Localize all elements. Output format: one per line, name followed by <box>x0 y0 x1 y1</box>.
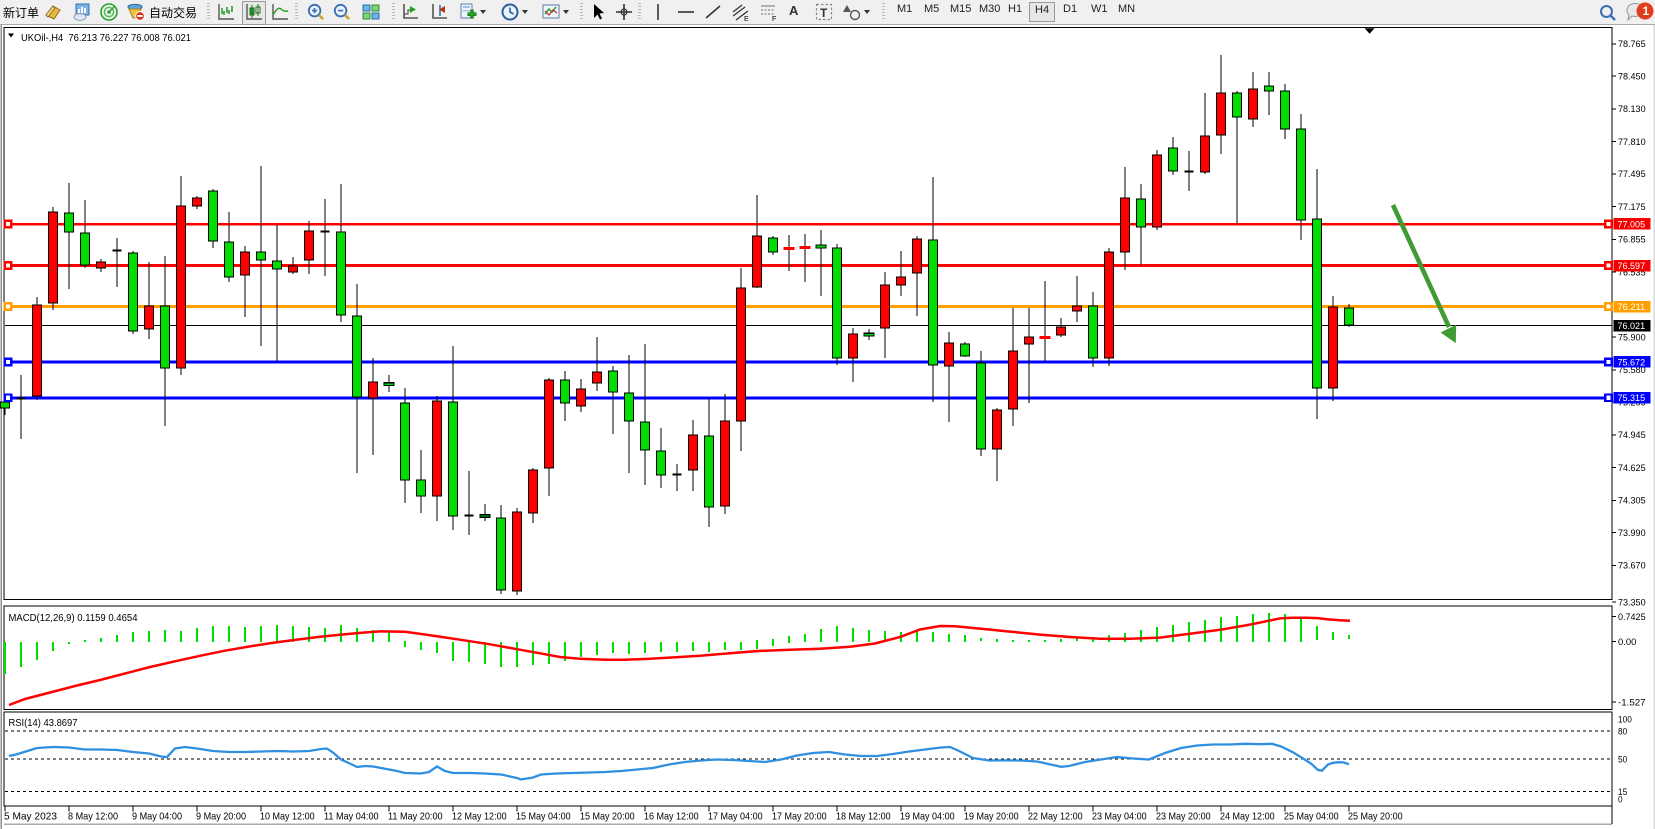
svg-text:74.625: 74.625 <box>1618 463 1646 474</box>
svg-text:77.810: 77.810 <box>1618 137 1646 148</box>
svg-text:0.00: 0.00 <box>1618 637 1636 648</box>
svg-text:MACD(12,26,9) 0.1159 0.4654: MACD(12,26,9) 0.1159 0.4654 <box>9 613 138 624</box>
svg-text:F: F <box>772 16 776 22</box>
svg-text:15 May 04:00: 15 May 04:00 <box>516 811 571 823</box>
svg-text:75.580: 75.580 <box>1618 365 1646 376</box>
svg-text:23 May 04:00: 23 May 04:00 <box>1092 811 1147 823</box>
svg-text:E: E <box>744 16 749 22</box>
svg-text:76.535: 76.535 <box>1618 267 1646 278</box>
svg-text:18 May 12:00: 18 May 12:00 <box>836 811 891 823</box>
svg-text:RSI(14) 43.8697: RSI(14) 43.8697 <box>9 718 78 729</box>
svg-text:78.765: 78.765 <box>1618 39 1646 50</box>
svg-text:75.672: 75.672 <box>1618 357 1646 368</box>
svg-text:17 May 04:00: 17 May 04:00 <box>708 811 763 823</box>
svg-text:0: 0 <box>1618 794 1623 805</box>
svg-text:23 May 20:00: 23 May 20:00 <box>1156 811 1211 823</box>
svg-text:11 May 20:00: 11 May 20:00 <box>388 811 443 823</box>
svg-text:76.597: 76.597 <box>1618 261 1646 272</box>
svg-text:T: T <box>820 6 828 20</box>
svg-text:77.495: 77.495 <box>1618 169 1646 180</box>
svg-text:78.130: 78.130 <box>1618 104 1646 115</box>
svg-text:16 May 12:00: 16 May 12:00 <box>644 811 699 823</box>
svg-text:19 May 20:00: 19 May 20:00 <box>964 811 1019 823</box>
svg-text:-1.527: -1.527 <box>1618 697 1646 708</box>
svg-text:74.945: 74.945 <box>1618 430 1646 441</box>
svg-text:74.305: 74.305 <box>1618 496 1646 507</box>
svg-text:1: 1 <box>1643 4 1650 18</box>
svg-text:80: 80 <box>1618 726 1627 737</box>
svg-text:9 May 04:00: 9 May 04:00 <box>132 811 182 823</box>
svg-text:76.855: 76.855 <box>1618 235 1646 246</box>
svg-text:25 May 04:00: 25 May 04:00 <box>1284 811 1339 823</box>
svg-text:9 May 20:00: 9 May 20:00 <box>196 811 246 823</box>
svg-text:UKOil-,H4 76.213 76.227 76.00: UKOil-,H4 76.213 76.227 76.008 76.021 <box>21 33 191 44</box>
svg-text:76.211: 76.211 <box>1618 302 1646 313</box>
svg-text:75.900: 75.900 <box>1618 333 1646 344</box>
svg-text:19 May 04:00: 19 May 04:00 <box>900 811 955 823</box>
svg-text:77.175: 77.175 <box>1618 202 1646 213</box>
svg-text:15: 15 <box>1618 787 1627 798</box>
svg-text:22 May 12:00: 22 May 12:00 <box>1028 811 1083 823</box>
svg-text:73.670: 73.670 <box>1618 561 1646 572</box>
svg-text:78.450: 78.450 <box>1618 71 1646 82</box>
svg-text:11 May 04:00: 11 May 04:00 <box>324 811 379 823</box>
svg-text:12 May 12:00: 12 May 12:00 <box>452 811 507 823</box>
svg-text:50: 50 <box>1618 754 1627 765</box>
svg-text:100: 100 <box>1618 714 1632 725</box>
svg-text:10 May 12:00: 10 May 12:00 <box>260 811 315 823</box>
svg-text:8 May 12:00: 8 May 12:00 <box>68 811 118 823</box>
svg-text:0.7425: 0.7425 <box>1618 612 1646 623</box>
svg-text:17 May 20:00: 17 May 20:00 <box>772 811 827 823</box>
svg-text:24 May 12:00: 24 May 12:00 <box>1220 811 1275 823</box>
svg-text:76.021: 76.021 <box>1618 321 1646 332</box>
svg-text:5 May 2023: 5 May 2023 <box>4 811 57 823</box>
svg-text:75.315: 75.315 <box>1618 393 1646 404</box>
svg-text:15 May 20:00: 15 May 20:00 <box>580 811 635 823</box>
svg-text:73.990: 73.990 <box>1618 528 1646 539</box>
svg-text:25 May 20:00: 25 May 20:00 <box>1348 811 1403 823</box>
svg-text:73.350: 73.350 <box>1618 597 1646 608</box>
svg-text:77.005: 77.005 <box>1618 219 1646 230</box>
